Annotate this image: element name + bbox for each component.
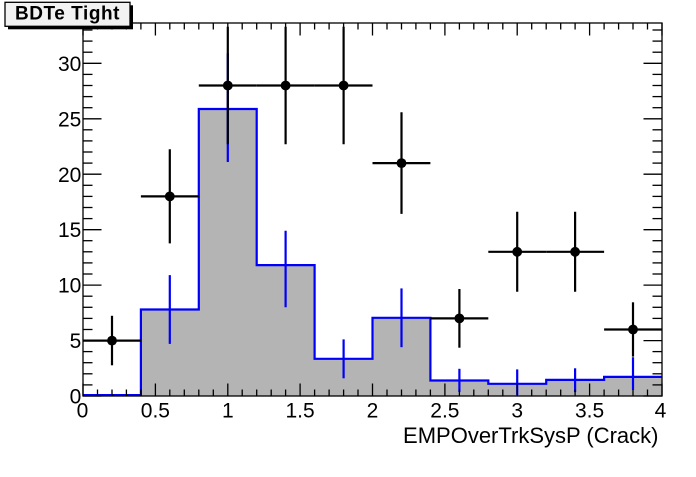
svg-text:3: 3 [511, 400, 523, 423]
svg-text:2: 2 [367, 400, 379, 423]
svg-text:BDTe Tight: BDTe Tight [15, 3, 120, 24]
svg-text:1.5: 1.5 [285, 400, 314, 423]
svg-text:0.5: 0.5 [141, 400, 170, 423]
svg-text:3.5: 3.5 [575, 400, 604, 423]
svg-text:5: 5 [70, 330, 82, 353]
svg-text:10: 10 [58, 275, 81, 298]
svg-text:1: 1 [222, 400, 234, 423]
svg-text:0: 0 [70, 386, 82, 409]
svg-text:0: 0 [77, 400, 89, 423]
svg-text:EMPOverTrkSysP (Crack): EMPOverTrkSysP (Crack) [403, 423, 658, 448]
svg-text:30: 30 [58, 53, 81, 76]
svg-text:15: 15 [58, 219, 81, 242]
svg-text:25: 25 [58, 108, 81, 131]
svg-text:4: 4 [655, 400, 667, 423]
svg-text:20: 20 [58, 164, 81, 187]
svg-text:2.5: 2.5 [430, 400, 459, 423]
